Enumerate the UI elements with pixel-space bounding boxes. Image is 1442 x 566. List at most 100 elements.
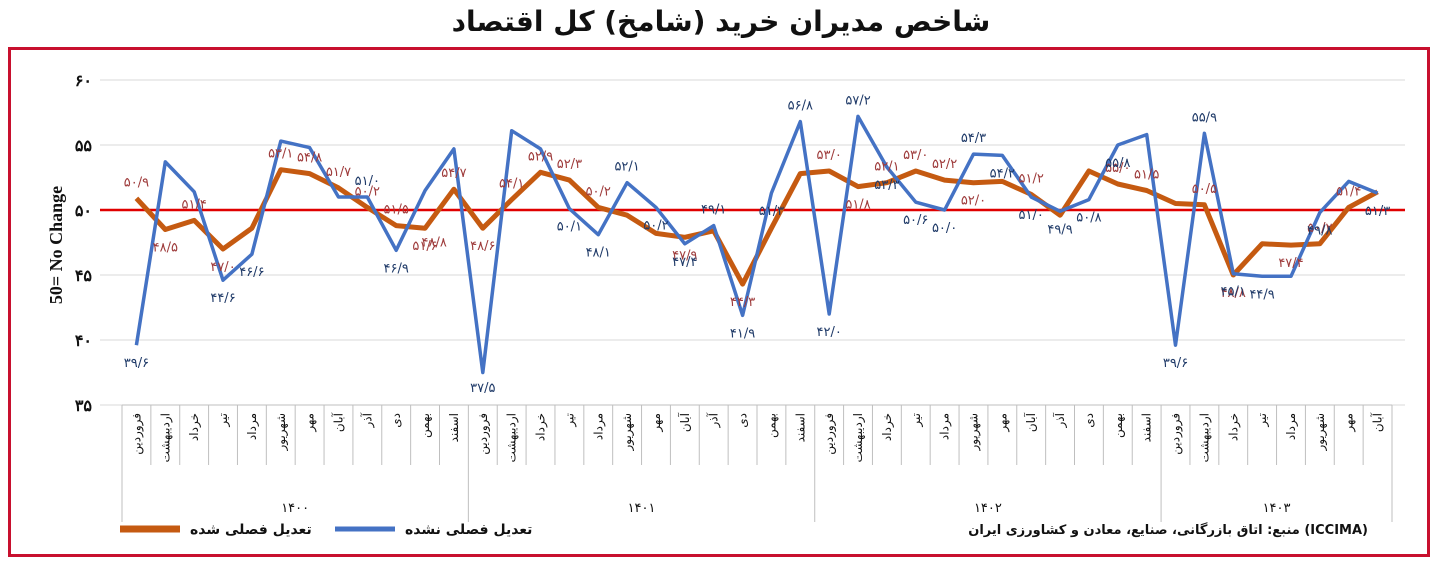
data-label-adjusted: ۴۷/۴ [1278,256,1303,271]
data-label-not-adjusted: ۵۵/۹ [1192,110,1217,125]
data-label-not-adjusted: ۵۶/۸ [788,99,813,114]
year-label: ۱۴۰۱ [628,501,656,516]
y-axis-label: 50= No Change [46,186,66,304]
gridlines [100,79,1405,406]
data-label-adjusted: ۵۱/۸ [845,198,870,213]
month-label: فروردین [476,413,491,455]
data-label-not-adjusted: ۴۷/۴ [672,255,697,270]
month-label: مهر [1342,413,1357,433]
month-label: خرداد [1226,413,1241,441]
month-label: دی [389,413,403,428]
data-label-not-adjusted: ۵۵/۸ [1105,156,1130,171]
month-label: مرداد [591,413,606,440]
data-label-not-adjusted: ۵۰/۰ [932,221,957,236]
month-label: اردیبهشت [158,413,173,462]
month-label: آذر [1052,412,1068,428]
data-label-adjusted: ۵۴/۷ [441,166,466,181]
data-label-adjusted: ۵۱/۶ [412,239,437,254]
data-label-adjusted: ۵۱/۴ [1336,184,1361,199]
category-axis-box [121,404,1393,522]
month-label: مرداد [938,413,953,440]
data-label-not-adjusted: ۳۹/۶ [124,356,149,371]
legend-label-seasonally-adjusted: تعدیل فصلی شده [190,522,312,538]
data-label-adjusted: ۴۷/۹ [672,248,697,263]
month-label: مهر [649,413,664,433]
data-label-adjusted: ۵۱/۲ [1019,171,1044,186]
month-label: خرداد [880,413,895,441]
data-label-not-adjusted: ۵۷/۲ [845,93,870,108]
chart-title: شاخص مدیران خرید (شامخ) کل اقتصاد [451,5,991,38]
data-label-adjusted: ۵۲/۲ [932,157,957,172]
data-label-not-adjusted: ۳۹/۶ [1163,356,1188,371]
month-label: فروردین [822,413,837,455]
y-tick-label: ۴۵ [75,266,93,285]
year-labels: ۱۴۰۰ ۱۴۰۱ ۱۴۰۲ ۱۴۰۳ [281,501,1290,516]
month-label: آبان [1023,412,1038,432]
data-label-not-adjusted: ۵۰/۲ [643,218,668,233]
data-label-adjusted: ۴۸/۸ [1221,286,1246,301]
data-label-adjusted: ۴۸/۸ [422,236,447,251]
month-label: آذر [706,412,722,428]
data-label-not-adjusted: ۵۰/۸ [1076,211,1101,226]
data-label-not-adjusted: ۴۹/۸ [1307,224,1332,239]
month-label: بهمن [1111,413,1126,438]
data-label-adjusted: ۵۱/۵ [1134,168,1159,183]
data-label-not-adjusted: ۵۰/۱ [557,220,582,235]
data-label-adjusted: ۵۰/۹ [124,175,149,190]
y-tick-label: ۳۵ [75,396,93,415]
data-label-not-adjusted: ۵۴/۲ [990,166,1015,181]
month-label: آبان [677,412,692,432]
month-label: تیر [1255,413,1270,428]
year-label: ۱۴۰۲ [974,501,1002,516]
month-label: اردیبهشت [851,413,866,462]
data-label-not-adjusted: ۴۸/۱ [586,246,611,261]
legend-label-not-adjusted: تعدیل فصلی نشده [405,522,532,538]
data-label-adjusted: ۵۴/۱ [499,177,524,192]
data-label-not-adjusted: ۴۹/۹ [1047,222,1072,237]
data-label-adjusted: ۵۵/۰ [1105,161,1130,176]
data-label-not-adjusted: ۴۶/۹ [384,261,409,276]
month-label: خرداد [187,413,202,441]
y-axis-ticks: ۶۰ ۵۵ ۵۰ ۴۵ ۴۰ ۳۵ [75,71,93,415]
month-label: مرداد [1284,413,1299,440]
data-label-not-adjusted: ۵۱/۳ [759,204,784,219]
month-label: خرداد [534,413,549,441]
y-tick-label: ۵۰ [75,201,92,220]
data-label-not-adjusted: ۳۷/۵ [470,381,495,396]
y-tick-label: ۶۰ [75,71,92,90]
month-label: شهریور [966,413,981,452]
year-label: ۱۴۰۰ [281,501,309,516]
month-label: تیر [562,413,577,428]
month-label: شهریور [620,413,635,452]
series-lines [134,114,1379,375]
data-label-adjusted: ۴۷/۰ [210,260,235,275]
data-labels: ۵۰/۹ ۴۸/۵ ۵۱/۴ ۴۷/۰ ۵۳/۱ ۵۴/۸ ۵۱/۷ ۵۰/۲ ۵۱/۵ ۵۱/۶… [124,93,1390,396]
month-label: بهمن [418,413,433,438]
month-label: اردیبهشت [1197,413,1212,462]
month-label: دی [1082,413,1096,428]
data-label-not-adjusted: ۵۲/۱ [614,160,639,175]
month-label: شهریور [1313,413,1328,452]
data-label-not-adjusted: ۴۶/۶ [239,265,264,280]
data-label-not-adjusted: ۴۲/۰ [816,325,841,340]
data-label-adjusted: ۵۲/۳ [557,157,582,172]
data-label-not-adjusted: ۴۴/۶ [210,291,235,306]
month-label: شهریور [274,413,289,452]
data-label-not-adjusted: ۵۴/۳ [961,131,986,146]
data-label-not-adjusted: ۴۹/۱ [701,203,726,218]
data-label-adjusted: ۵۳/۰ [816,148,841,163]
legend: تعدیل فصلی شده تعدیل فصلی نشده [120,522,532,538]
data-label-adjusted: ۵۳/۰ [903,148,928,163]
data-label-not-adjusted: ۵۰/۶ [903,213,928,228]
data-label-adjusted: ۵۲/۱ [874,160,899,175]
data-label-adjusted: ۵۰/۵ [1192,182,1217,197]
data-label-adjusted: ۵۰/۲ [586,184,611,199]
data-label-adjusted: ۵۱/۷ [326,165,351,180]
data-label-adjusted: ۴۸/۵ [153,241,178,256]
month-label: فروردین [1169,413,1184,455]
data-label-adjusted: ۵۱/۴ [181,197,206,212]
month-labels: فروردین اردیبهشت خرداد تیر مرداد شهریور مهر آبا… [129,412,1384,462]
month-label: بهمن [764,413,779,438]
data-label-adjusted: ۴۸/۶ [470,239,495,254]
